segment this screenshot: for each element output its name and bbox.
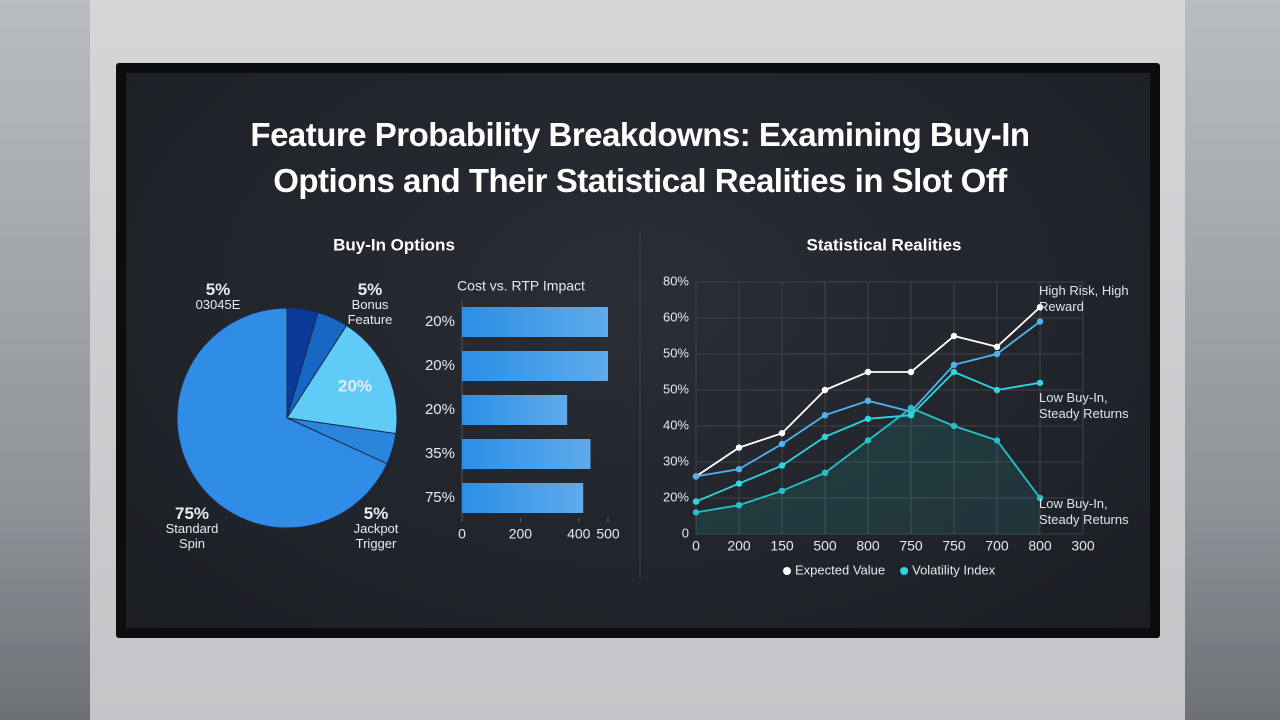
slice-value: 5% [363,504,389,523]
x-tick-label: 500 [596,526,620,542]
slice-name: 03045E [195,297,241,312]
y-tick-label: 20% [663,489,689,504]
y-tick-label: 35% [425,445,455,462]
point [778,430,786,437]
slice-value: 5% [357,280,383,299]
point [907,368,915,376]
area [696,408,1040,534]
x-tick-label: 150 [770,538,794,554]
slice-label: 5% 03045E [178,280,258,312]
x-tick-label: 200 [727,538,751,554]
point [692,509,700,516]
x-tick-label: 0 [458,526,466,542]
point [692,473,700,480]
y-tick-label: 75% [425,489,455,506]
annotation: High Risk, High Reward [1039,283,1129,314]
point [993,350,1001,358]
y-tick-label: 0 [682,525,689,540]
point [864,368,872,376]
point [1036,318,1044,325]
slice-value: 75% [174,504,210,523]
slice-name: Jackpot Trigger [353,521,399,551]
slice-label: 5% Bonus Feature [330,280,410,327]
page-title: Feature Probability Breakdowns: Examinin… [250,116,1030,199]
slice-label: 5% Jackpot Trigger [336,504,416,551]
point [1036,494,1044,502]
x-tick-label: 750 [899,538,923,554]
legend-marker [783,567,791,575]
point [950,361,958,368]
legend-marker [900,567,909,575]
point [1036,379,1044,386]
point [864,437,872,444]
point [692,498,700,505]
point [864,415,872,422]
y-tick-label: 20% [425,357,455,374]
point [950,422,958,430]
bar-sheen [462,307,608,337]
x-tick-label: 300 [1071,538,1095,554]
bar-sheen [462,483,584,513]
point [993,343,1001,350]
x-tick-label: 700 [985,538,1009,554]
point [778,440,786,448]
slice-name: Bonus Feature [347,297,393,327]
point [864,397,872,404]
point [821,412,829,419]
x-tick-label: 750 [942,538,966,554]
chart-title: Cost vs. RTP Impact [457,278,585,294]
bar-sheen [462,439,591,469]
point [821,433,829,440]
legend-label: Volatility Index [912,562,996,577]
point [993,386,1001,394]
point [1036,304,1044,311]
y-tick-label: 20% [425,401,455,418]
bar-sheen [462,351,608,381]
x-tick-label: 800 [1028,538,1052,554]
point [778,487,786,494]
point [950,368,958,376]
y-tick-label: 50% [663,345,689,360]
x-tick-label: 500 [813,538,837,554]
y-tick-label: 20% [425,313,455,330]
point [821,386,829,394]
point [993,437,1001,444]
x-tick-label: 800 [856,538,880,554]
annotation: Low Buy-In, Steady Returns [1039,390,1129,421]
pie-slice [176,307,388,529]
point [735,502,743,509]
annotation: Low Buy-In, Steady Returns [1039,496,1129,527]
x-tick-label: 400 [567,526,591,542]
x-tick-label: 0 [692,538,700,554]
point [735,466,743,473]
slice-label: 75% Standard Spin [152,504,232,551]
slice-value: 5% [205,280,231,299]
legend-label: Expected Value [795,562,885,577]
x-tick-label: 200 [509,526,533,542]
y-tick-label: 40% [663,417,689,432]
point [821,469,829,476]
pie-slice [286,324,398,435]
y-tick-label: 30% [663,453,689,468]
point [907,404,915,412]
y-tick-label: 50% [663,381,689,396]
slice-name: Standard Spin [165,521,219,551]
chart-title: Buy-In Options [333,235,455,254]
point [735,480,743,487]
slice-label: 20% [338,376,372,395]
point [907,412,915,419]
bar-sheen [462,395,568,425]
point [778,462,786,469]
y-tick-label: 80% [663,273,689,288]
point [735,444,743,451]
point [950,332,958,340]
chart-title: Statistical Realities [807,235,962,254]
y-tick-label: 60% [663,309,689,324]
